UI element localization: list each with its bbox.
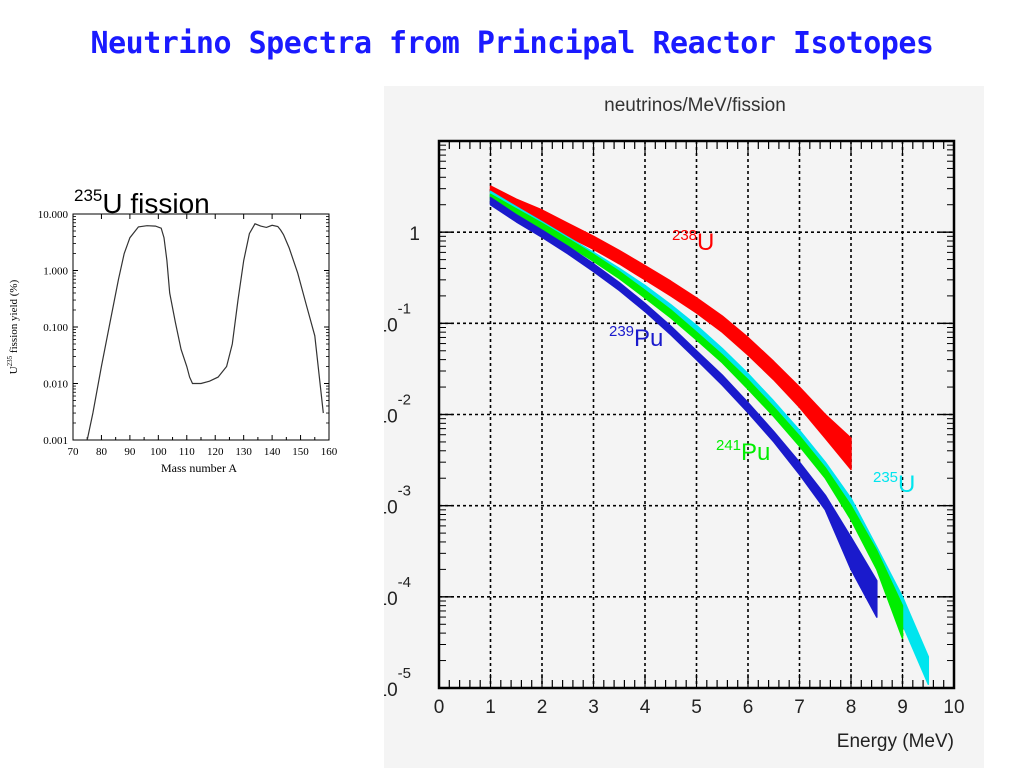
slide-title: Neutrino Spectra from Principal Reactor … — [90, 26, 934, 61]
spectra-y-tick-exponent: -2 — [398, 392, 411, 409]
spectra-y-tick-base: 10 — [384, 498, 398, 519]
spectra-y-tick-label: 10-4 — [384, 574, 411, 610]
spectra-y-tick-base: 10 — [384, 680, 398, 701]
spectra-y-tick-exponent: -3 — [398, 483, 411, 500]
fission-yield-chart: 70 80 90 100 110 120 130 140 150 160 0.001 0.010 0.1… — [6, 209, 338, 475]
fission-y-axis-label: U235 fission yield (%) — [6, 279, 20, 374]
fission-x-tick-label: 100 — [150, 446, 167, 458]
spectra-x-tick-label: 5 — [691, 697, 702, 718]
spectra-y-tick-label: 1 — [409, 224, 420, 245]
spectra-x-tick-label: 6 — [743, 697, 754, 718]
spectra-x-tick-label: 7 — [794, 697, 805, 718]
series-label-superscript: 238 — [672, 227, 697, 244]
fission-y-label-text: fission yield (%) — [8, 279, 20, 355]
spectra-y-tick-base: 1 — [409, 224, 420, 245]
fission-plot-frame — [72, 213, 330, 441]
series-label-239pu: 239Pu — [609, 323, 663, 352]
spectra-y-tick-label: 10-3 — [384, 483, 411, 519]
fission-y-label-prefix: U — [8, 366, 20, 374]
neutrino-spectra-chart: neutrinos/MeV/fission01234567891010-510-… — [384, 95, 965, 752]
fission-x-tick-label: 130 — [235, 446, 252, 458]
spectra-x-tick-label: 10 — [943, 697, 964, 718]
series-label-superscript: 235 — [873, 469, 898, 486]
series-label-238u: 238U — [672, 227, 714, 256]
fission-y-tick-label: 1.000 — [43, 266, 68, 278]
spectra-y-tick-base: 10 — [384, 589, 398, 610]
fission-x-tick-label: 90 — [124, 446, 136, 458]
fission-title-superscript: 235 — [74, 186, 103, 205]
spectra-y-tick-exponent: -5 — [398, 665, 411, 682]
spectra-x-tick-label: 9 — [897, 697, 908, 718]
spectra-y-tick-exponent: -4 — [398, 574, 411, 591]
series-label-241pu: 241Pu — [716, 437, 770, 466]
fission-x-tick-label: 80 — [96, 446, 108, 458]
spectra-chart-title: neutrinos/MeV/fission — [604, 95, 786, 116]
spectrum-band-241pu — [489, 193, 904, 640]
spectra-x-axis-label: Energy (MeV) — [837, 731, 954, 752]
fission-x-tick-label: 120 — [207, 446, 224, 458]
spectrum-band-235u — [489, 190, 930, 685]
spectra-y-tick-base: 10 — [384, 315, 398, 336]
fission-x-tick-label: 160 — [321, 446, 338, 458]
series-label-text: Pu — [741, 439, 770, 466]
fission-y-tick-label: 10.000 — [38, 209, 69, 221]
series-label-superscript: 241 — [716, 437, 741, 454]
spectra-y-tick-label: 10-5 — [384, 665, 411, 701]
spectrum-band-239pu — [489, 196, 878, 618]
fission-yield-curve — [86, 223, 324, 441]
spectra-x-tick-label: 2 — [537, 697, 548, 718]
spectra-x-tick-label: 8 — [846, 697, 857, 718]
fission-x-axis-label: Mass number A — [161, 461, 237, 475]
series-label-text: Pu — [634, 325, 663, 352]
spectra-x-tick-label: 1 — [485, 697, 496, 718]
spectra-panel-background — [384, 86, 984, 768]
spectra-y-tick-label: 10-2 — [384, 392, 411, 428]
fission-y-label-superscript: 235 — [6, 355, 14, 366]
series-label-text: U — [697, 229, 714, 256]
fission-x-tick-label: 140 — [264, 446, 281, 458]
fission-y-tick-label: 0.100 — [43, 322, 68, 334]
fission-x-tick-label: 150 — [292, 446, 309, 458]
spectra-y-tick-exponent: -1 — [398, 300, 411, 317]
fission-x-tick-label: 70 — [68, 446, 80, 458]
spectra-x-tick-label: 3 — [588, 697, 599, 718]
series-label-235u: 235U — [873, 469, 915, 498]
fission-y-tick-label: 0.001 — [43, 435, 68, 447]
fission-y-tick-label: 0.010 — [43, 379, 68, 391]
spectra-y-tick-label: 10-1 — [384, 300, 411, 336]
fission-x-tick-label: 110 — [179, 446, 196, 458]
spectra-y-tick-base: 10 — [384, 407, 398, 428]
spectra-x-tick-label: 0 — [434, 697, 445, 718]
series-label-superscript: 239 — [609, 323, 634, 340]
series-label-text: U — [898, 471, 915, 498]
spectra-x-tick-label: 4 — [640, 697, 651, 718]
